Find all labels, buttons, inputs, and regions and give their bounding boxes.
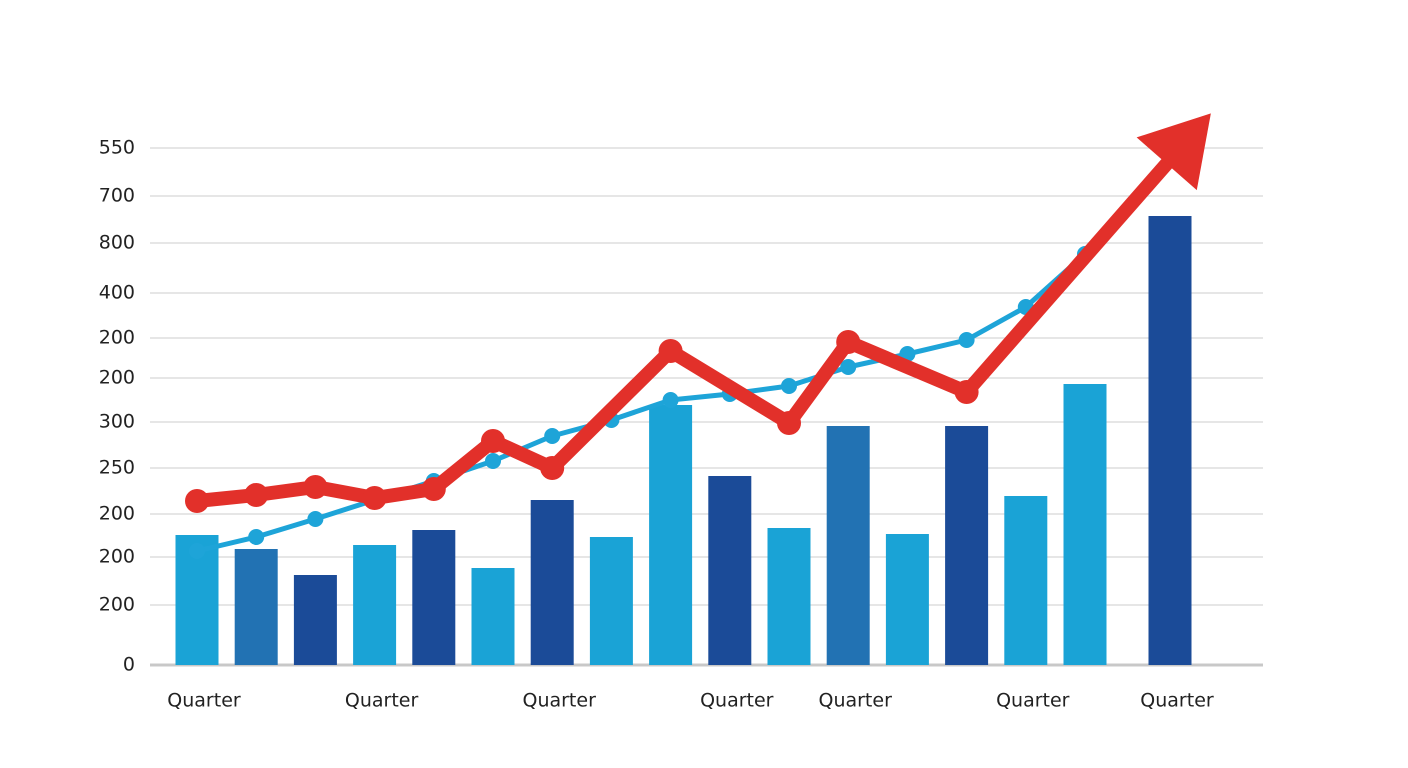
y-tick-label: 200 xyxy=(99,594,135,616)
line xyxy=(194,251,1088,554)
line-marker xyxy=(244,483,269,507)
x-tick-label: Quarter xyxy=(700,690,774,712)
bar xyxy=(767,528,811,665)
line-marker xyxy=(777,411,801,435)
y-tick-label: 700 xyxy=(99,185,135,207)
bar xyxy=(945,426,989,665)
line-marker xyxy=(658,339,683,363)
line-marker xyxy=(481,429,505,453)
x-tick-label: Quarter xyxy=(522,690,596,712)
bar xyxy=(649,405,693,665)
bar xyxy=(826,426,870,665)
y-tick-label: 200 xyxy=(99,327,135,349)
y-tick-label: 200 xyxy=(99,367,135,389)
line-marker xyxy=(544,428,561,444)
bar xyxy=(1063,384,1107,665)
y-tick-label: 550 xyxy=(99,137,135,159)
line-marker xyxy=(954,380,979,404)
bar xyxy=(412,530,456,665)
bar xyxy=(708,476,752,665)
line-marker xyxy=(781,378,797,394)
line-marker xyxy=(248,529,265,545)
x-tick-label: Quarter xyxy=(345,690,419,712)
line-marker xyxy=(307,511,324,527)
bar xyxy=(589,537,633,665)
line-marker xyxy=(958,332,975,348)
line-marker xyxy=(189,543,205,559)
y-tick-label: 300 xyxy=(99,411,135,433)
y-tick-label: 400 xyxy=(99,282,135,304)
bar xyxy=(1148,216,1192,665)
y-tick-label: 800 xyxy=(99,232,135,254)
line-marker xyxy=(485,453,501,469)
line-marker xyxy=(662,392,679,408)
bar xyxy=(885,534,929,665)
line-marker xyxy=(362,486,387,510)
line-marker xyxy=(540,456,565,480)
x-tick-label: Quarter xyxy=(996,690,1070,712)
x-tick-label: Quarter xyxy=(1140,690,1214,712)
line-marker xyxy=(840,359,857,375)
bar xyxy=(293,575,337,665)
arrow-head xyxy=(1136,113,1211,191)
line-marker xyxy=(836,330,861,354)
x-tick-label: Quarter xyxy=(167,690,241,712)
y-tick-label: 250 xyxy=(99,457,135,479)
x-tick-label: Quarter xyxy=(818,690,892,712)
y-tick-label: 200 xyxy=(99,546,135,568)
line-marker xyxy=(185,489,209,513)
bar xyxy=(1004,496,1048,665)
y-tick-label: 0 xyxy=(123,654,135,676)
bar xyxy=(234,549,278,665)
bar xyxy=(530,500,574,665)
bar xyxy=(353,545,397,665)
line-marker xyxy=(303,475,328,499)
bar xyxy=(471,568,515,665)
line-marker xyxy=(421,477,446,501)
y-tick-label: 200 xyxy=(99,503,135,525)
